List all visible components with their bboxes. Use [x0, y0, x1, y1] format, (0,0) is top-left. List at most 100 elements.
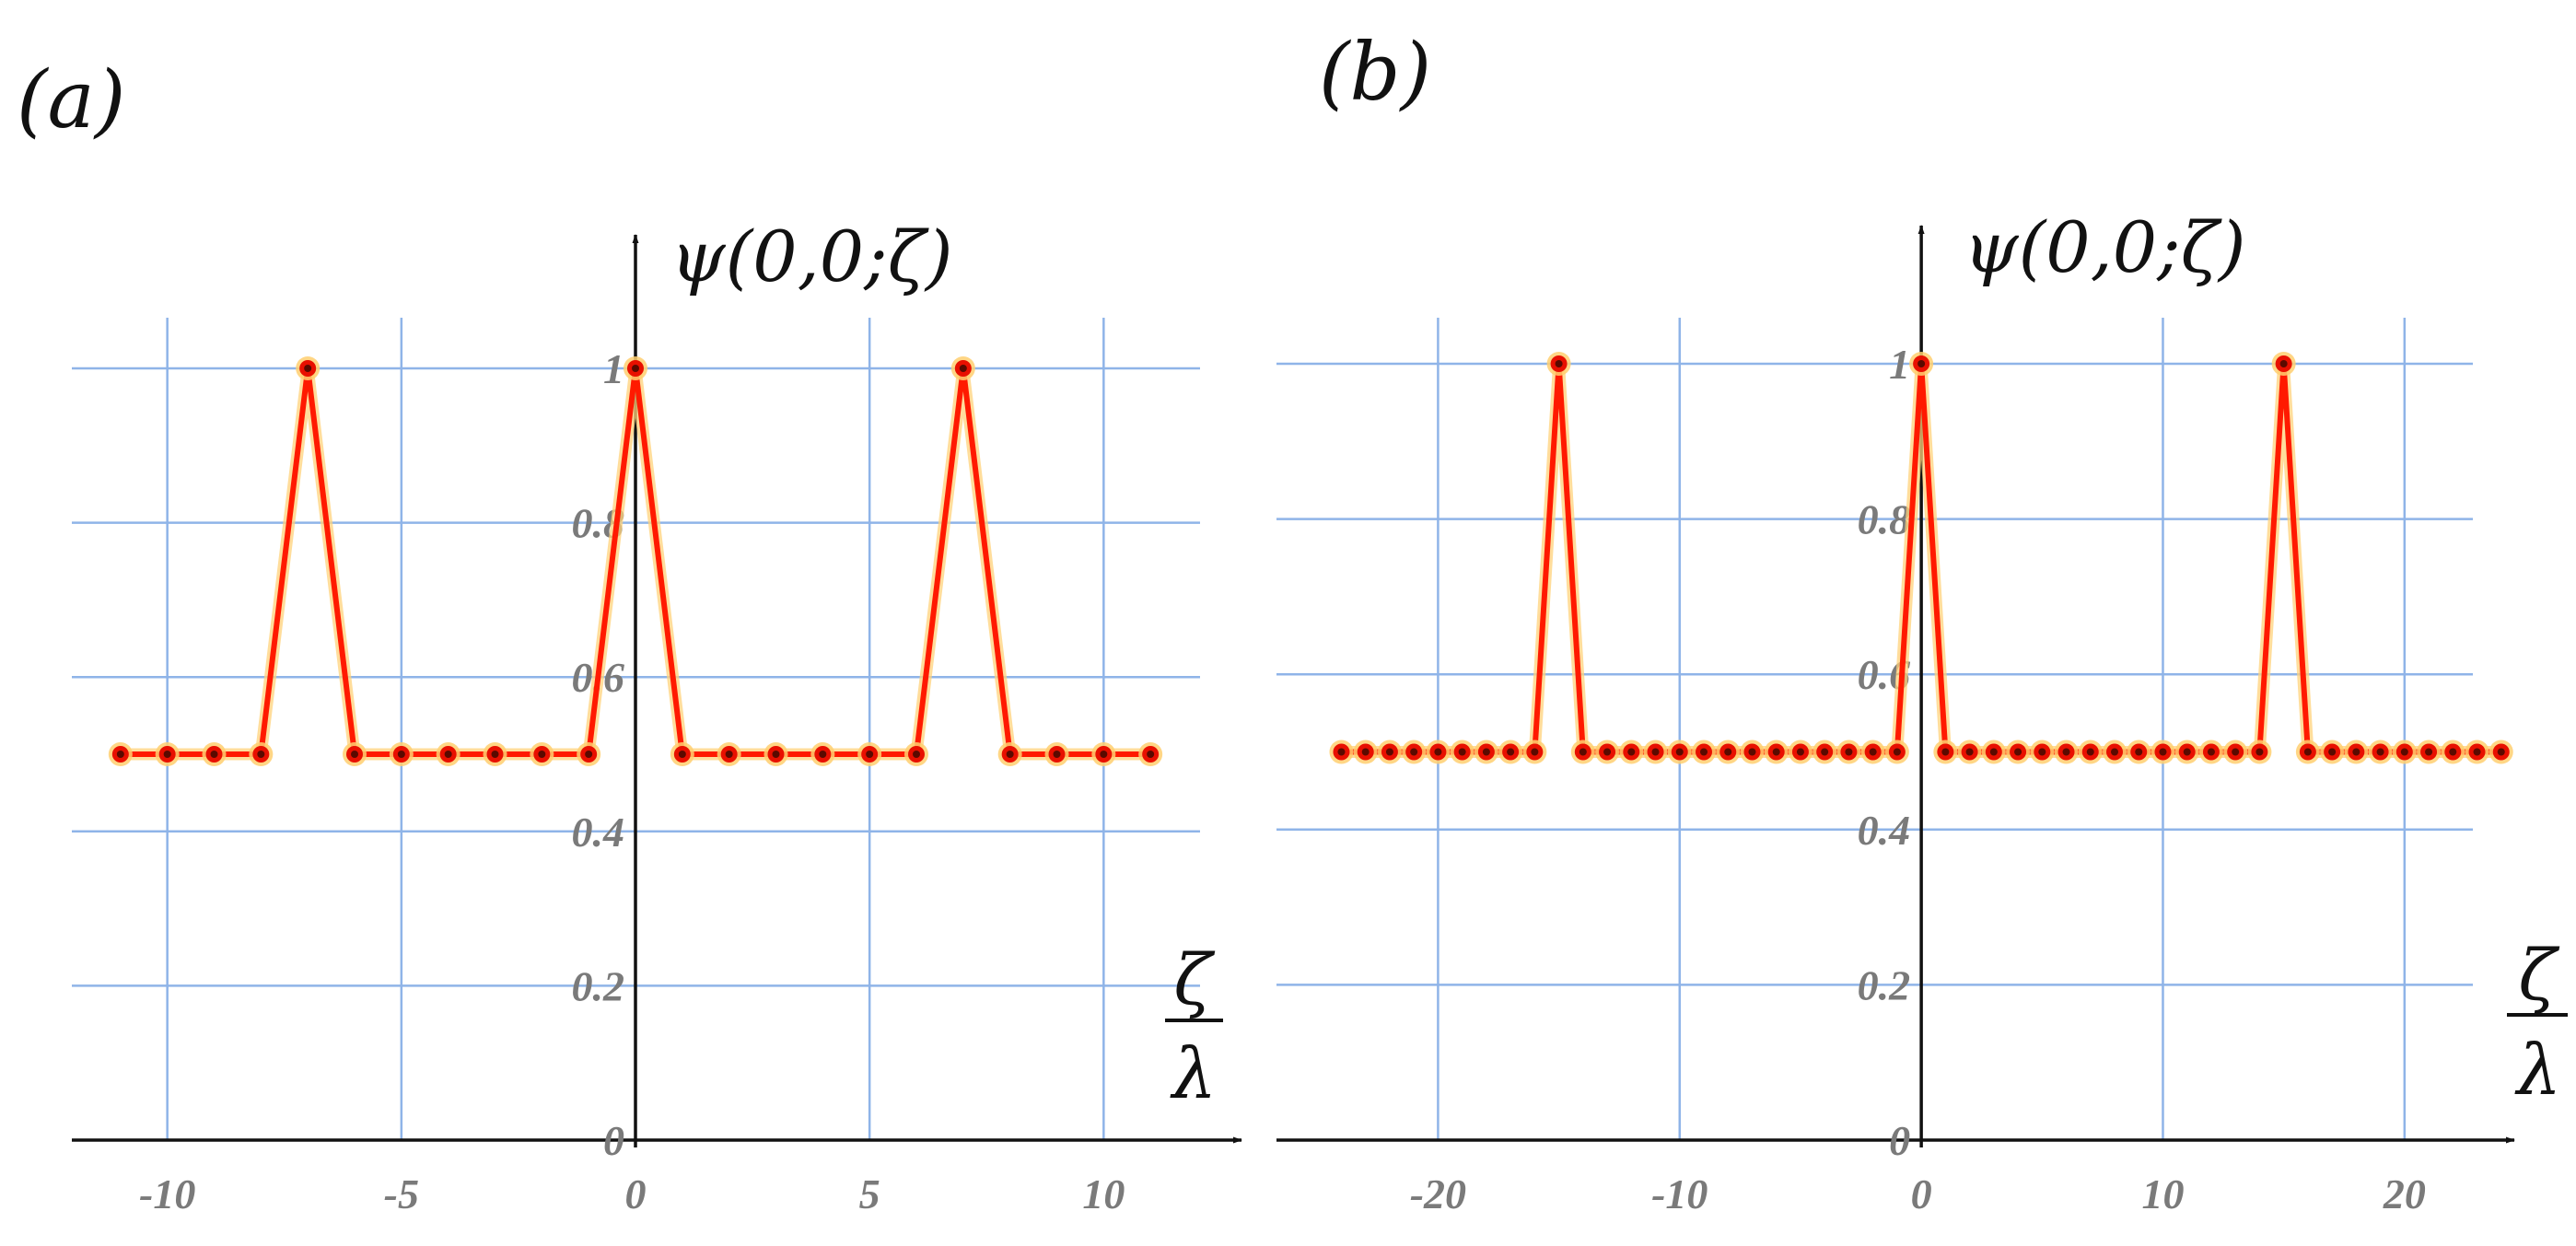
data-point — [1474, 739, 1498, 764]
data-point — [950, 356, 975, 380]
panel-label-b: (b) — [1319, 27, 1431, 119]
data-point — [997, 742, 1022, 766]
data-point — [1522, 739, 1547, 764]
data-point — [2417, 739, 2442, 764]
panel-label-a: (a) — [17, 54, 125, 146]
data-point — [1138, 742, 1163, 766]
data-point — [1546, 352, 1571, 376]
data-point — [1044, 742, 1069, 766]
data-point — [1764, 739, 1789, 764]
data-point — [1450, 739, 1474, 764]
data-point — [2030, 739, 2055, 764]
data-point — [296, 356, 321, 380]
data-point — [2320, 739, 2345, 764]
data-point — [1957, 739, 1982, 764]
data-point — [2054, 739, 2079, 764]
data-point — [436, 742, 460, 766]
data-point — [389, 742, 414, 766]
data-point — [2127, 739, 2151, 764]
series-b — [1329, 352, 2513, 764]
data-point — [2078, 739, 2103, 764]
data-point — [763, 742, 788, 766]
y-tick-label: 0 — [1889, 1117, 1910, 1164]
y-tick-label: 0.4 — [1858, 807, 1911, 854]
data-point — [624, 356, 647, 380]
data-point — [2006, 739, 2031, 764]
data-point — [530, 742, 554, 766]
x-axis-label-numerator-b: ζ — [2518, 934, 2559, 1016]
data-point — [2103, 739, 2127, 764]
data-point — [2247, 739, 2272, 764]
data-point — [1667, 739, 1692, 764]
x-tick-label: 10 — [1082, 1170, 1125, 1217]
data-point — [1426, 739, 1451, 764]
y-tick-label: 0.2 — [1858, 961, 1911, 1008]
data-point — [717, 742, 741, 766]
x-axis-label-numerator-a: ζ — [1173, 938, 1215, 1020]
x-tick-label: -10 — [1651, 1170, 1708, 1217]
data-point — [1329, 739, 1354, 764]
data-point — [1692, 739, 1716, 764]
data-point — [483, 742, 507, 766]
data-point — [1643, 739, 1668, 764]
x-tick-label: 20 — [2383, 1170, 2426, 1217]
data-point — [1788, 739, 1813, 764]
axes-a — [72, 234, 1242, 1147]
y-tick-label: 0.2 — [572, 962, 625, 1009]
data-point — [108, 742, 133, 766]
data-point — [1813, 739, 1837, 764]
data-point — [1933, 739, 1958, 764]
data-point — [1860, 739, 1885, 764]
data-point — [577, 742, 601, 766]
y-tick-label: 1 — [1889, 341, 1910, 388]
data-point — [2344, 739, 2369, 764]
data-point — [1740, 739, 1765, 764]
x-tick-label: -20 — [1410, 1170, 1466, 1217]
series-a — [108, 356, 1163, 766]
data-point — [1981, 739, 2006, 764]
x-axis-label-denominator-a: λ — [1170, 1032, 1217, 1114]
data-point — [1884, 739, 1909, 764]
x-tick-label: -5 — [384, 1170, 419, 1217]
data-point — [1909, 352, 1934, 376]
x-tick-label: 5 — [859, 1170, 880, 1217]
x-axis-label-denominator-b: λ — [2514, 1029, 2561, 1111]
data-point — [2271, 352, 2296, 376]
data-point — [2198, 739, 2223, 764]
y-axis-title-a: ψ(0,0;ζ) — [670, 215, 953, 297]
y-axis-title-b: ψ(0,0;ζ) — [1964, 206, 2246, 288]
x-tick-label: 0 — [625, 1170, 647, 1217]
data-point — [1570, 739, 1595, 764]
data-point — [1716, 739, 1741, 764]
x-tick-label: -10 — [139, 1170, 195, 1217]
data-point — [857, 742, 882, 766]
data-point — [1402, 739, 1427, 764]
data-point — [2465, 739, 2489, 764]
data-point — [2174, 739, 2199, 764]
data-point — [155, 742, 180, 766]
data-point — [2441, 739, 2465, 764]
data-point — [2392, 739, 2417, 764]
data-point — [1836, 739, 1861, 764]
x-tick-label: 0 — [1911, 1170, 1932, 1217]
data-point — [1498, 739, 1523, 764]
data-point — [2295, 739, 2320, 764]
data-point — [2151, 739, 2175, 764]
x-tick-label: 10 — [2141, 1170, 2184, 1217]
data-point — [670, 742, 694, 766]
y-tick-label: 0 — [603, 1117, 624, 1164]
data-point — [1619, 739, 1644, 764]
y-tick-label: 1 — [603, 345, 624, 392]
data-point — [1353, 739, 1378, 764]
data-point — [343, 742, 367, 766]
data-point — [1377, 739, 1402, 764]
data-point — [904, 742, 928, 766]
data-point — [202, 742, 227, 766]
y-tick-label: 0.8 — [1858, 496, 1911, 543]
data-point — [2223, 739, 2248, 764]
